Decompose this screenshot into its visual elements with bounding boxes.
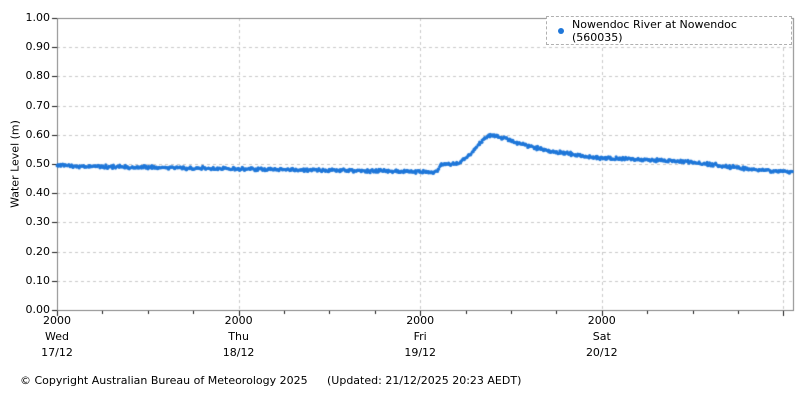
updated-timestamp: (Updated: 21/12/2025 20:23 AEDT) [327, 374, 522, 387]
y-tick-label-0.70: 0.70 [25, 98, 51, 112]
series-marker-icon [558, 27, 564, 34]
y-tick-label-0.60: 0.60 [25, 127, 51, 141]
x-tick-time: 2000 [587, 314, 616, 327]
x-tick-label-20-12: 2000 Sat 20/12 [564, 313, 640, 361]
y-tick-label-0.90: 0.90 [25, 40, 51, 54]
y-tick-label-0.50: 0.50 [25, 157, 51, 170]
x-tick-day: Wed [45, 330, 69, 343]
x-tick-date: 17/12 [41, 346, 73, 359]
x-tick-day: Thu [228, 330, 249, 343]
x-tick-date: 20/12 [585, 346, 618, 359]
x-tick-time: 2000 [406, 314, 435, 327]
legend-series-label: Nowendoc River at Nowendoc (560035) [572, 17, 737, 44]
y-tick-label-1.00: 1.00 [25, 11, 51, 24]
x-tick-label-17-12: 2000 Wed 17/12 [19, 313, 95, 361]
y-tick-label-0.20: 0.20 [25, 244, 51, 258]
x-tick-date: 18/12 [222, 346, 255, 359]
copyright-text: © Copyright Australian Bureau of Meteoro… [20, 374, 308, 387]
y-tick-label-0.10: 0.10 [25, 273, 51, 287]
x-tick-label-19-12: 2000 Fri 19/12 [382, 313, 458, 361]
legend: Nowendoc River at Nowendoc (560035) [546, 16, 792, 45]
y-tick-label-0.40: 0.40 [25, 186, 51, 200]
x-tick-label-18-12: 2000 Thu 18/12 [201, 313, 277, 361]
x-tick-day: Fri [413, 330, 427, 343]
y-tick-label-0.80: 0.80 [25, 69, 51, 83]
x-tick-day: Sat [592, 330, 611, 343]
x-tick-date: 19/12 [404, 346, 437, 359]
x-tick-time: 2000 [224, 314, 253, 327]
y-tick-label-0.00: 0.00 [25, 303, 51, 316]
y-tick-label-0.30: 0.30 [25, 215, 51, 229]
x-tick-time: 2000 [43, 314, 71, 327]
